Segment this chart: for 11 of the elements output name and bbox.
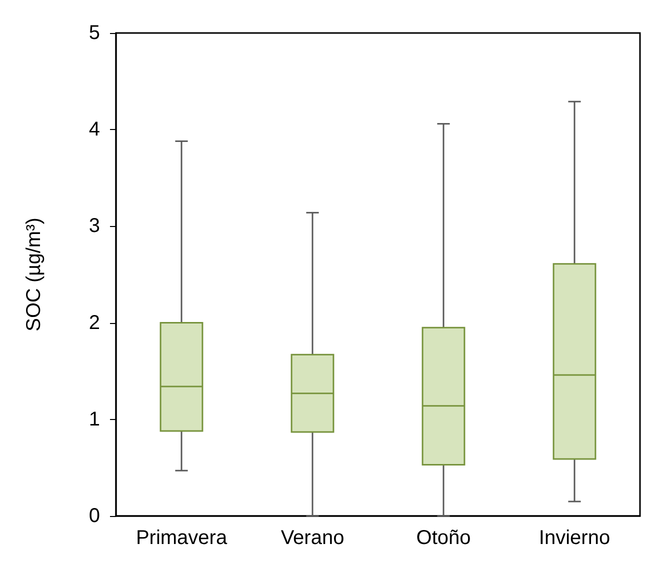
y-axis-title: SOC (µg/m³) xyxy=(23,218,45,332)
y-tick-label: 4 xyxy=(88,118,100,141)
y-tick-label: 1 xyxy=(88,408,100,430)
x-tick-label: Primavera xyxy=(136,527,228,549)
x-tick-label: Invierno xyxy=(538,527,610,549)
y-tick-label: 3 xyxy=(88,215,100,238)
x-tick-label: Otoño xyxy=(416,527,471,549)
y-tick-label: 5 xyxy=(88,22,100,44)
x-tick-label: Verano xyxy=(280,527,344,549)
y-tick-label: 2 xyxy=(88,312,100,334)
y-tick-label: 0 xyxy=(88,505,100,527)
